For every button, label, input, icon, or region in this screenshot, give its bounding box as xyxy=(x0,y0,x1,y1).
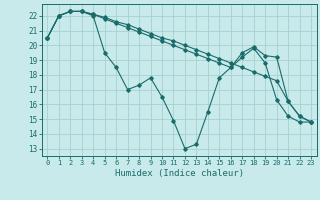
X-axis label: Humidex (Indice chaleur): Humidex (Indice chaleur) xyxy=(115,169,244,178)
